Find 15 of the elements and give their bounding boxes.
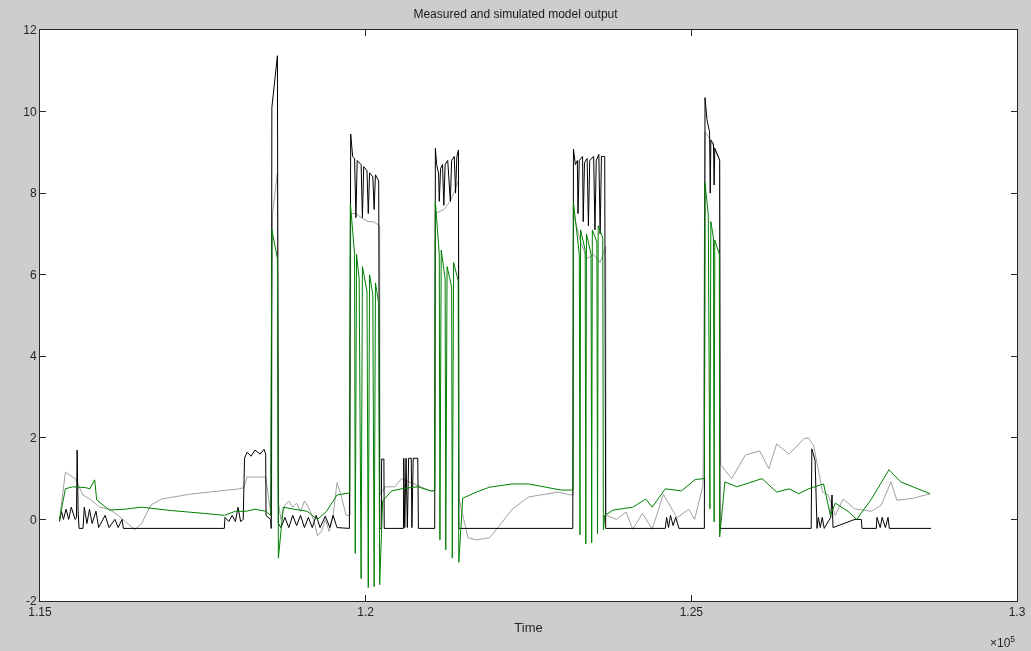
chart-title: Measured and simulated model output xyxy=(413,7,619,22)
y-tick-label: 8 xyxy=(29,186,37,201)
y-tick-label: 10 xyxy=(23,104,37,119)
y-tick-label: 0 xyxy=(29,512,37,527)
x-tick-label: 1.15 xyxy=(28,605,52,620)
x-tick-label: 1.3 xyxy=(1008,605,1026,620)
x-tick-label: 1.25 xyxy=(679,605,704,620)
y-tick-label: 12 xyxy=(23,23,37,38)
x-tick-label: 1.2 xyxy=(357,605,375,620)
y-tick-label: 4 xyxy=(29,349,37,364)
x-axis-title: Time xyxy=(514,620,543,635)
text: ×10$^{5}$ xyxy=(990,634,1016,651)
y-tick-label: 2 xyxy=(29,431,37,446)
line-series xyxy=(59,182,931,589)
y-tick-label: 6 xyxy=(29,267,37,282)
